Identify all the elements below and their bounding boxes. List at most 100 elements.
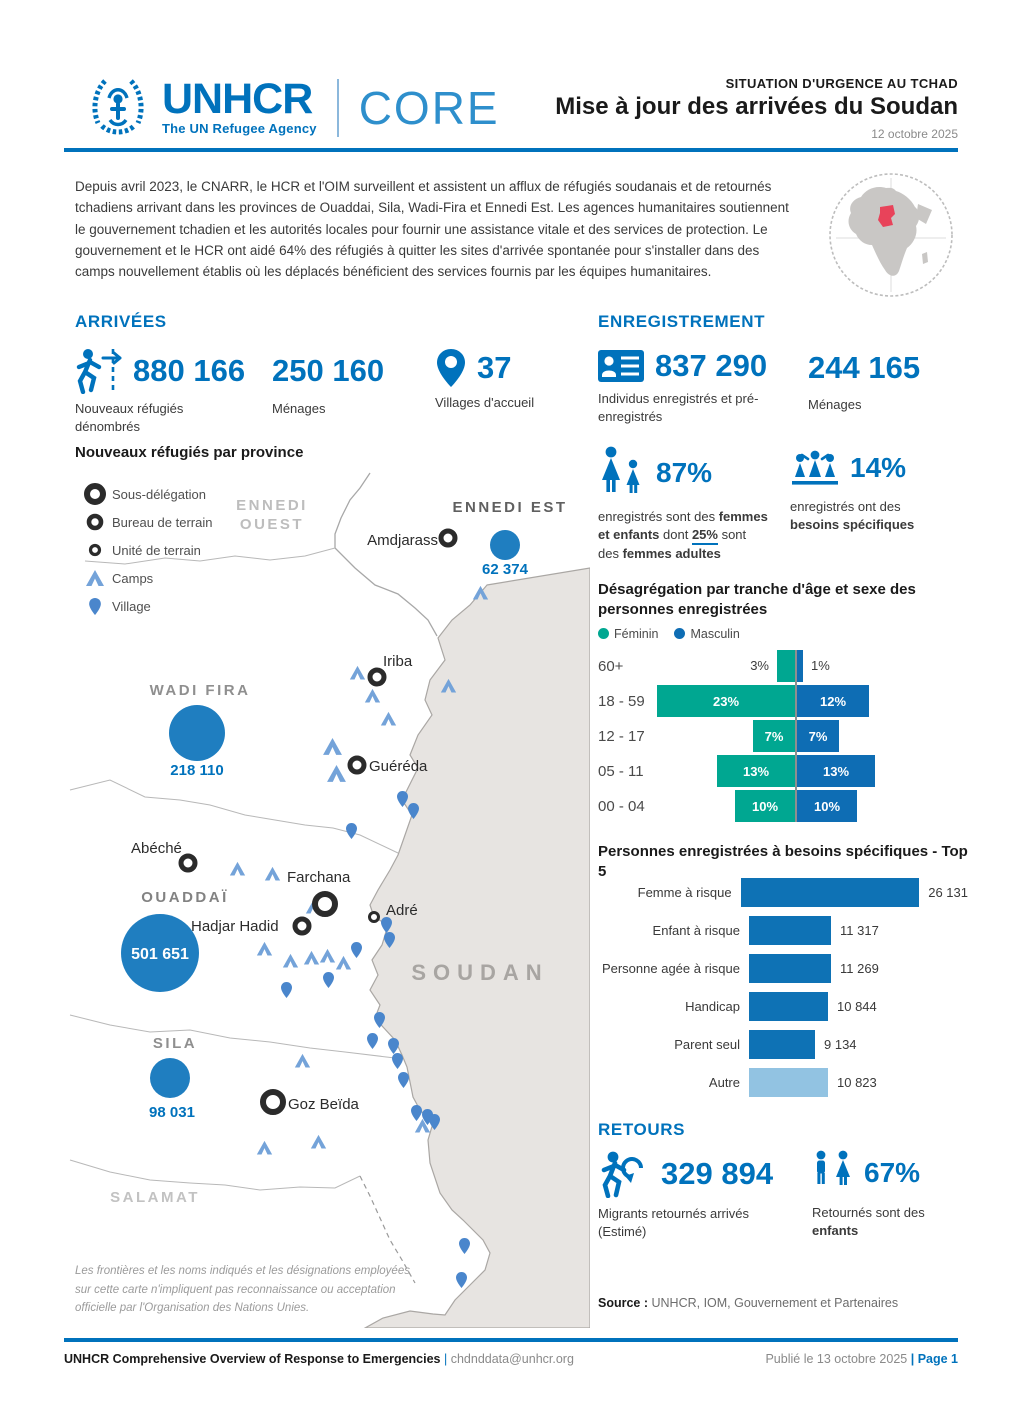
feminin-label: Féminin bbox=[614, 627, 659, 641]
bureau-icon bbox=[78, 512, 112, 532]
menages-arrivees-label: Ménages bbox=[272, 401, 326, 416]
header-rule bbox=[64, 148, 958, 152]
footer-right: Publié le 13 octobre 2025 | Page 1 bbox=[765, 1352, 958, 1366]
office-rings bbox=[178, 528, 458, 1115]
page-title: Mise à jour des arrivées du Soudan bbox=[555, 93, 958, 120]
legend-label: Bureau de terrain bbox=[112, 514, 213, 530]
footer-page-indicator: | Page 1 bbox=[910, 1352, 958, 1366]
besoin-row: Personne agée à risque 11 269 bbox=[598, 954, 968, 983]
besoin-row: Autre 10 823 bbox=[598, 1068, 968, 1097]
locator-globe bbox=[829, 173, 953, 297]
besoin-label: Personne agée à risque bbox=[601, 961, 740, 976]
stat-nouveaux-refugies: 880 166 Nouveaux réfugiés dénombrés bbox=[75, 348, 275, 435]
legend-sous-delegation: Sous-délégation bbox=[78, 480, 212, 508]
feminin-bar: 7% bbox=[753, 720, 795, 752]
stat-retournes-enfants: 67% Retournés sont des enfants bbox=[812, 1150, 962, 1241]
menages-enreg-value: 244 165 bbox=[808, 350, 921, 385]
bureau-marker bbox=[438, 528, 458, 548]
age-group-label: 60+ bbox=[598, 657, 624, 675]
feminin-dot-icon bbox=[598, 628, 609, 639]
stat-femmes-enfants: 87% enregistrés sont des femmes et enfan… bbox=[598, 446, 783, 563]
individus-label: Individus enregistrés et pré-enregistrés bbox=[598, 391, 759, 424]
footer-left: UNHCR Comprehensive Overview of Response… bbox=[64, 1352, 574, 1366]
source-label: Source : bbox=[598, 1296, 649, 1310]
age-group-row: 18 - 59 23% 12% bbox=[598, 685, 950, 717]
besoin-value: 10 823 bbox=[837, 1075, 877, 1090]
id-card-icon bbox=[598, 350, 644, 382]
town-iriba: Iriba bbox=[383, 653, 413, 670]
sous-delegation-marker bbox=[312, 891, 338, 917]
femmes-enfants-label: enregistrés sont des femmes et enfants d… bbox=[598, 509, 768, 561]
header-title-block: SITUATION D'URGENCE AU TCHAD Mise à jour… bbox=[538, 76, 958, 141]
besoin-bar bbox=[749, 916, 831, 945]
feminin-bar: 10% bbox=[735, 790, 795, 822]
feminin-bar: 23% bbox=[657, 685, 795, 717]
besoin-bar bbox=[749, 1030, 815, 1059]
unite-marker bbox=[368, 911, 380, 923]
bubble-ennedi-est bbox=[490, 530, 520, 560]
intro-paragraph: Depuis avril 2023, le CNARR, le HCR et l… bbox=[75, 179, 789, 280]
stat-menages-arrivees: 250 160 Ménages bbox=[272, 348, 422, 418]
age-group-label: 00 - 04 bbox=[598, 797, 645, 815]
legend-label: Village bbox=[112, 598, 151, 614]
salamat-dashed-boundary bbox=[359, 1175, 416, 1284]
masculin-bar: 7% bbox=[797, 720, 839, 752]
bubble-value: 98 031 bbox=[149, 1104, 195, 1121]
villages-label: Villages d'accueil bbox=[435, 395, 535, 410]
town-goz-beida: Goz Beïda bbox=[288, 1096, 360, 1113]
label-wadi-fira: WADI FIRA bbox=[150, 682, 251, 699]
besoin-value: 10 844 bbox=[837, 999, 877, 1014]
stat-menages-enreg: 244 165 Ménages bbox=[808, 348, 948, 414]
source-text: UNHCR, IOM, Gouvernement et Partenaires bbox=[648, 1296, 899, 1310]
unhcr-name: UNHCR bbox=[162, 74, 313, 123]
sila-salamat-boundary bbox=[69, 1159, 361, 1191]
age-group-label: 18 - 59 bbox=[598, 692, 645, 710]
bureau-marker bbox=[178, 853, 198, 873]
label-ennedi-ouest: ENNEDI bbox=[236, 497, 308, 514]
stat-besoins-specifiques: 14% enregistrés ont des besoins spécifiq… bbox=[790, 446, 955, 535]
stat-villages: 37 Villages d'accueil bbox=[435, 348, 585, 412]
town-labels: Amdjarass Iriba Guéréda Abéché Farchana … bbox=[131, 532, 438, 1113]
province-labels: ENNEDI OUEST ENNEDI EST WADI FIRA OUADDA… bbox=[110, 497, 565, 1206]
age-group-label: 12 - 17 bbox=[598, 727, 645, 745]
bureau-marker bbox=[347, 755, 367, 775]
besoin-row: Handicap 10 844 bbox=[598, 992, 968, 1021]
header-logo-block: UNHCR The UN Refugee Agency CORE bbox=[88, 76, 500, 140]
besoin-row: Enfant à risque 11 317 bbox=[598, 916, 968, 945]
sous-delegation-icon bbox=[78, 482, 112, 506]
legend-feminin: Féminin bbox=[598, 627, 658, 641]
legend-bureau: Bureau de terrain bbox=[78, 508, 212, 536]
bubble-value: 501 651 bbox=[131, 946, 189, 963]
unhcr-emblem-icon bbox=[92, 79, 144, 135]
village-pin-icon bbox=[437, 349, 465, 387]
besoin-bar bbox=[749, 992, 828, 1021]
bubble-ouaddai bbox=[121, 914, 199, 992]
migrants-value: 329 894 bbox=[661, 1156, 774, 1191]
madagascar-shape bbox=[922, 252, 928, 264]
stat-migrants-retournes: 329 894 Migrants retournés arrivés (Esti… bbox=[598, 1150, 798, 1240]
retournes-enfants-pct: 67% bbox=[864, 1157, 921, 1188]
footer-publish-date: Publié le 13 octobre 2025 bbox=[765, 1352, 911, 1366]
sudan-area bbox=[363, 567, 590, 1328]
bureau-marker bbox=[367, 667, 387, 687]
chad-north-border bbox=[334, 472, 438, 637]
besoin-bar bbox=[749, 954, 831, 983]
masculin-value-label: 1% bbox=[811, 658, 830, 673]
label-salamat: SALAMAT bbox=[110, 1189, 200, 1206]
age-group-label: 05 - 11 bbox=[598, 762, 644, 780]
besoin-value: 26 131 bbox=[928, 885, 968, 900]
people-group-icon bbox=[792, 450, 838, 485]
footer-separator: | bbox=[443, 1352, 451, 1366]
besoin-value: 11 269 bbox=[840, 961, 879, 976]
besoins-pct: 14% bbox=[850, 452, 907, 483]
feminin-bar bbox=[777, 650, 795, 682]
town-amdjarass: Amdjarass bbox=[367, 532, 438, 549]
retournes-enfants-label: Retournés sont des enfants bbox=[812, 1205, 925, 1239]
africa-shape bbox=[848, 187, 920, 276]
migrants-label: Migrants retournés arrivés (Estimé) bbox=[598, 1206, 749, 1239]
footer-product-name: UNHCR Comprehensive Overview of Response… bbox=[64, 1352, 444, 1366]
wadifira-ouaddai-boundary bbox=[69, 779, 399, 854]
map-legend: Sous-délégation Bureau de terrain Unité … bbox=[78, 480, 212, 620]
section-retours-heading: RETOURS bbox=[598, 1120, 686, 1139]
report-date: 12 octobre 2025 bbox=[871, 127, 958, 141]
